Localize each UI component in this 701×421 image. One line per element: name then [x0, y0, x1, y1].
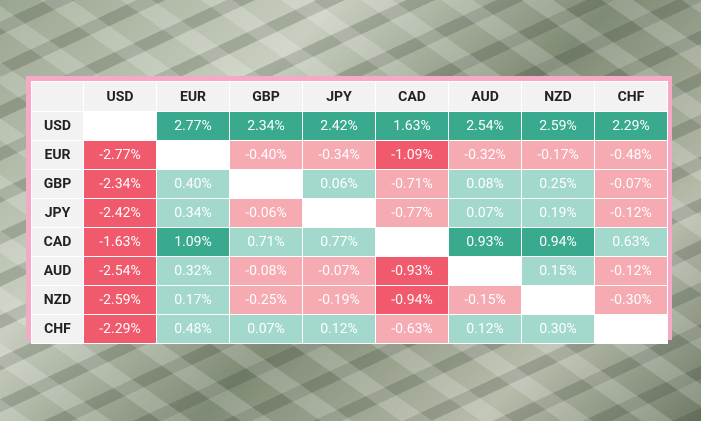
change-cell: 0.07% — [229, 314, 303, 344]
change-cell: -0.07% — [302, 256, 376, 286]
table-row: EUR -2.77% -0.40% -0.34% -1.09% -0.32% -0.17% -… — [31, 140, 668, 170]
change-cell: 2.29% — [594, 111, 668, 141]
table-row: CAD -1.63% 1.09% 0.71% 0.77% 0.93% 0.94% 0.63% — [31, 227, 668, 257]
change-cell: -0.32% — [448, 140, 522, 170]
change-cell: -0.06% — [229, 198, 303, 228]
change-cell: 0.19% — [521, 198, 595, 228]
change-cell: 0.71% — [229, 227, 303, 257]
change-cell: -0.25% — [229, 285, 303, 315]
change-cell: -0.93% — [375, 256, 449, 286]
empty-cell — [229, 169, 303, 199]
row-header: CHF — [31, 314, 84, 344]
change-cell: -2.42% — [83, 198, 157, 228]
change-cell: -0.77% — [375, 198, 449, 228]
column-header: CAD — [375, 81, 449, 112]
change-cell: 2.42% — [302, 111, 376, 141]
change-cell: 0.32% — [156, 256, 230, 286]
change-cell: 0.63% — [594, 227, 668, 257]
change-cell: 1.09% — [156, 227, 230, 257]
change-cell: 2.59% — [521, 111, 595, 141]
table-row: GBP -2.34% 0.40% 0.06% -0.71% 0.08% 0.25% -0.07… — [31, 169, 668, 199]
table-row: USD 2.77% 2.34% 2.42% 1.63% 2.54% 2.59% 2.29% — [31, 111, 668, 141]
change-cell: -0.12% — [594, 256, 668, 286]
row-header: USD — [31, 111, 84, 141]
change-cell: 0.94% — [521, 227, 595, 257]
change-cell: 2.34% — [229, 111, 303, 141]
change-cell: 0.93% — [448, 227, 522, 257]
change-cell: -0.17% — [521, 140, 595, 170]
change-cell: 0.12% — [448, 314, 522, 344]
change-cell: -0.30% — [594, 285, 668, 315]
row-header: CAD — [31, 227, 84, 257]
change-cell: -0.15% — [448, 285, 522, 315]
column-header: GBP — [229, 81, 303, 112]
empty-cell — [521, 285, 595, 315]
row-header: GBP — [31, 169, 84, 199]
change-cell: -2.59% — [83, 285, 157, 315]
empty-cell — [594, 314, 668, 344]
change-cell: -0.08% — [229, 256, 303, 286]
change-cell: 0.40% — [156, 169, 230, 199]
column-header: AUD — [448, 81, 522, 112]
change-cell: 0.07% — [448, 198, 522, 228]
change-cell: -0.19% — [302, 285, 376, 315]
change-cell: 0.12% — [302, 314, 376, 344]
change-cell: -0.48% — [594, 140, 668, 170]
row-header: JPY — [31, 198, 84, 228]
change-cell: -0.12% — [594, 198, 668, 228]
change-cell: -0.40% — [229, 140, 303, 170]
column-header: EUR — [156, 81, 230, 112]
change-cell: -2.77% — [83, 140, 157, 170]
column-header: USD — [83, 81, 157, 112]
change-cell: 0.34% — [156, 198, 230, 228]
change-cell: -2.34% — [83, 169, 157, 199]
change-cell: 2.54% — [448, 111, 522, 141]
row-header: NZD — [31, 285, 84, 315]
change-cell: 0.25% — [521, 169, 595, 199]
table-row: NZD -2.59% 0.17% -0.25% -0.19% -0.94% -0.15% -0… — [31, 285, 668, 315]
change-cell: -0.07% — [594, 169, 668, 199]
change-cell: 2.77% — [156, 111, 230, 141]
change-cell: -0.63% — [375, 314, 449, 344]
table-row: AUD -2.54% 0.32% -0.08% -0.07% -0.93% 0.15% -0.… — [31, 256, 668, 286]
change-cell: 0.77% — [302, 227, 376, 257]
change-cell: 0.06% — [302, 169, 376, 199]
change-cell: -0.34% — [302, 140, 376, 170]
empty-cell — [375, 227, 449, 257]
change-cell: -0.94% — [375, 285, 449, 315]
change-cell: -2.54% — [83, 256, 157, 286]
table-row: JPY -2.42% 0.34% -0.06% -0.77% 0.07% 0.19% -0.1… — [31, 198, 668, 228]
change-cell: -1.09% — [375, 140, 449, 170]
change-cell: 0.08% — [448, 169, 522, 199]
column-header: JPY — [302, 81, 376, 112]
column-header: CHF — [594, 81, 668, 112]
row-header: AUD — [31, 256, 84, 286]
change-cell: -0.71% — [375, 169, 449, 199]
corner-cell — [31, 81, 84, 112]
currency-strength-table: USD EUR GBP JPY CAD AUD NZD CHF USD 2.77% 2.34% 2.4… — [31, 81, 668, 344]
change-cell: -1.63% — [83, 227, 157, 257]
change-cell: 0.15% — [521, 256, 595, 286]
change-cell: 0.17% — [156, 285, 230, 315]
table-row: CHF -2.29% 0.48% 0.07% 0.12% -0.63% 0.12% 0.30% — [31, 314, 668, 344]
empty-cell — [302, 198, 376, 228]
empty-cell — [83, 111, 157, 141]
column-header: NZD — [521, 81, 595, 112]
header-row: USD EUR GBP JPY CAD AUD NZD CHF — [31, 81, 668, 112]
empty-cell — [156, 140, 230, 170]
change-cell: 1.63% — [375, 111, 449, 141]
change-cell: 0.48% — [156, 314, 230, 344]
change-cell: 0.30% — [521, 314, 595, 344]
row-header: EUR — [31, 140, 84, 170]
change-cell: -2.29% — [83, 314, 157, 344]
empty-cell — [448, 256, 522, 286]
